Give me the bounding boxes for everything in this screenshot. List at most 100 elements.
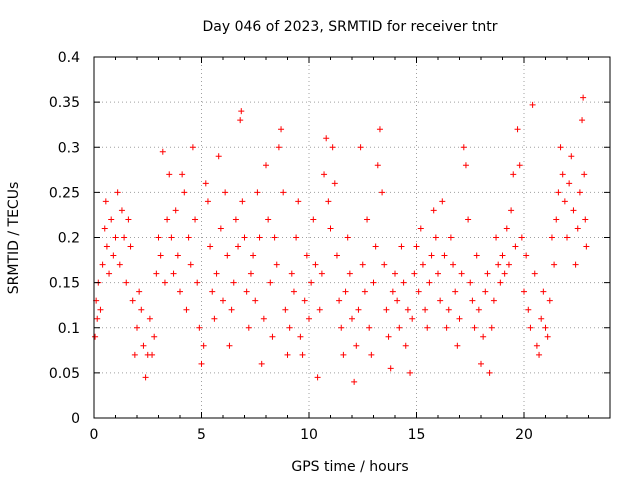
data-point: [159, 148, 166, 155]
data-point: [529, 101, 536, 108]
data-point: [404, 306, 411, 313]
data-point: [370, 279, 377, 286]
data-point: [336, 297, 343, 304]
data-point: [157, 252, 164, 259]
data-point: [226, 342, 233, 349]
data-point: [566, 180, 573, 187]
data-point: [417, 225, 424, 232]
data-point: [359, 261, 366, 268]
data-point: [256, 234, 263, 241]
data-point: [168, 234, 175, 241]
data-point: [258, 360, 265, 367]
data-point: [441, 252, 448, 259]
data-point: [411, 270, 418, 277]
data-point: [245, 324, 252, 331]
data-point: [295, 198, 302, 205]
data-point: [318, 270, 325, 277]
data-point: [428, 252, 435, 259]
data-point: [435, 270, 441, 277]
data-point: [514, 126, 521, 133]
data-point: [243, 288, 250, 295]
data-point: [580, 94, 587, 101]
data-point: [394, 297, 401, 304]
data-point: [181, 189, 188, 196]
data-point: [533, 342, 540, 349]
data-point: [314, 374, 321, 381]
data-point: [419, 261, 426, 268]
data-point: [136, 288, 143, 295]
data-point: [508, 207, 515, 214]
data-point: [329, 144, 336, 151]
data-point: [349, 315, 355, 322]
y-tick-label: 0.2: [58, 231, 80, 247]
data-point: [194, 279, 201, 286]
data-point: [557, 144, 564, 151]
data-point: [381, 261, 388, 268]
data-point: [323, 135, 330, 142]
data-point: [383, 306, 390, 313]
data-point: [92, 333, 99, 340]
data-point: [499, 252, 506, 259]
data-point: [437, 297, 444, 304]
data-point: [387, 365, 394, 372]
data-point: [372, 243, 379, 250]
y-axis-label: SRMTID / TECUs: [6, 182, 22, 295]
data-point: [286, 324, 293, 331]
data-point: [265, 216, 272, 223]
data-point: [521, 288, 527, 295]
data-point: [280, 189, 287, 196]
data-point: [450, 261, 457, 268]
data-point: [215, 153, 222, 160]
data-point: [422, 306, 429, 313]
data-point: [366, 324, 373, 331]
data-point: [263, 162, 269, 169]
data-point: [426, 279, 433, 286]
data-point: [488, 324, 495, 331]
data-point: [561, 198, 568, 205]
data-point: [542, 324, 549, 331]
data-point: [321, 171, 328, 178]
data-point: [415, 288, 422, 295]
data-point: [331, 180, 338, 187]
data-point: [475, 306, 482, 313]
data-point: [202, 180, 209, 187]
data-point: [400, 279, 407, 286]
data-point: [284, 351, 291, 358]
data-point: [493, 234, 500, 241]
data-point: [376, 126, 383, 133]
data-point: [553, 216, 560, 223]
data-point: [110, 252, 117, 259]
data-point: [351, 378, 358, 385]
data-point: [149, 351, 156, 358]
data-point: [161, 279, 168, 286]
data-point: [374, 162, 381, 169]
data-point: [138, 306, 145, 313]
data-point: [581, 171, 588, 178]
data-point: [198, 360, 205, 367]
y-tick-label: 0.3: [58, 140, 80, 156]
data-point: [238, 108, 245, 115]
data-point: [131, 351, 138, 358]
data-point: [278, 126, 285, 133]
data-point: [570, 207, 577, 214]
data-point: [379, 189, 386, 196]
data-point: [142, 374, 149, 381]
data-point: [392, 270, 398, 277]
data-point: [430, 207, 437, 214]
data-point: [299, 351, 306, 358]
x-tick-label: 20: [515, 427, 533, 443]
data-point: [187, 261, 194, 268]
data-point: [220, 297, 226, 304]
data-point: [316, 306, 323, 313]
data-point: [582, 216, 589, 223]
chart-title: Day 046 of 2023, SRMTID for receiver tnt…: [202, 19, 497, 35]
data-point: [458, 270, 465, 277]
data-point: [177, 288, 183, 295]
data-point: [166, 171, 173, 178]
data-point: [230, 279, 237, 286]
data-point: [290, 288, 297, 295]
data-point: [213, 270, 220, 277]
data-point: [134, 324, 140, 331]
data-point: [123, 279, 130, 286]
